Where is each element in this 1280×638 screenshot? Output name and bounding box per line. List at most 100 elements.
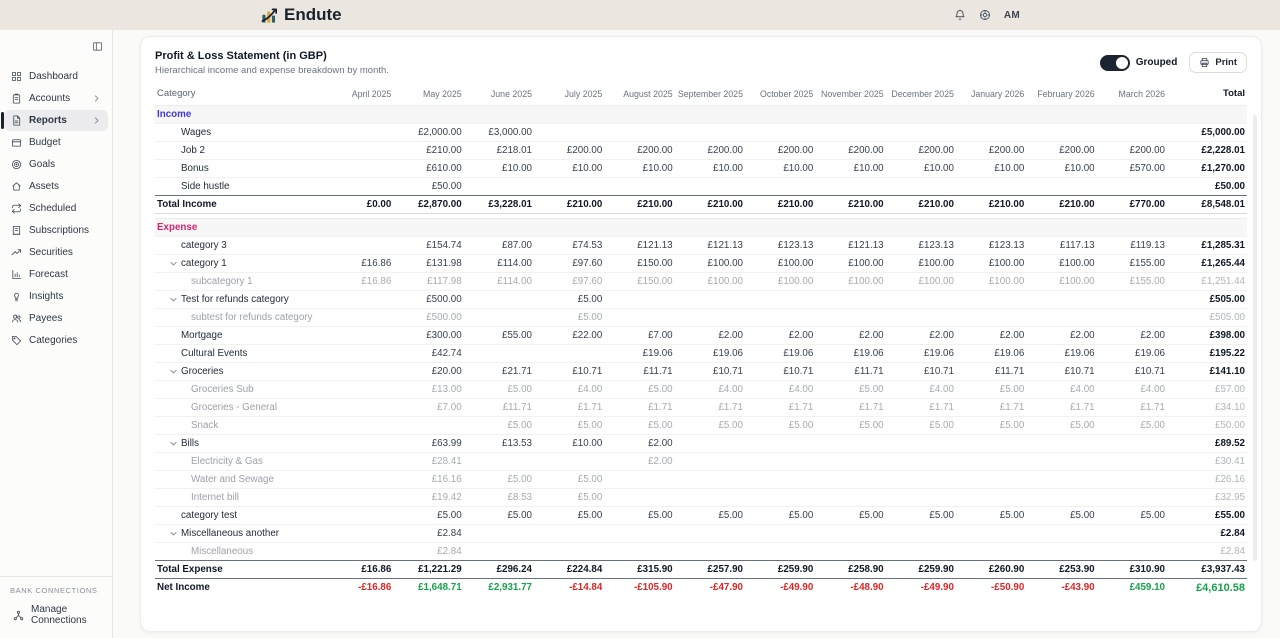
sidebar-item-scheduled[interactable]: Scheduled	[4, 198, 108, 219]
scrollbar[interactable]	[1253, 115, 1257, 561]
value-cell: £5.00	[604, 506, 675, 525]
column-header-month: May 2025	[423, 88, 462, 99]
value-cell: £10.00	[815, 159, 886, 178]
table-row[interactable]: Internet bill £19.42 £8.53 £5.00 £32.95	[155, 488, 1247, 507]
value-cell	[674, 123, 745, 142]
grouped-toggle[interactable]: Grouped	[1099, 54, 1177, 71]
sidebar-item-categories[interactable]: Categories	[4, 330, 108, 351]
sidebar-item-budget[interactable]: Budget	[4, 132, 108, 153]
sidebar-item-reports[interactable]: Reports	[1, 110, 108, 131]
sidebar-item-label: Accounts	[29, 93, 71, 104]
sidebar-item-accounts[interactable]: Accounts	[4, 88, 108, 109]
column-header-month: September 2025	[677, 88, 743, 99]
table-row[interactable]: category 3 £154.74 £87.00 £74.53 £121.13 £121…	[155, 236, 1247, 255]
value-cell: £100.00	[815, 272, 886, 291]
sidebar-item-label: Reports	[29, 115, 67, 126]
table-row[interactable]: Snack £5.00 £5.00 £5.00 £5.00 £5.00 £5.00 £5.00…	[155, 416, 1247, 435]
app-logo[interactable]: Endute	[260, 5, 342, 25]
value-cell	[815, 488, 886, 507]
sidebar-item-label: Budget	[29, 137, 61, 148]
sidebar-item-insights[interactable]: Insights	[4, 286, 108, 307]
empty-cell	[955, 105, 1027, 124]
value-cell: £2.00	[1026, 326, 1097, 345]
sidebar-collapse-icon[interactable]	[92, 39, 103, 57]
value-cell	[744, 524, 816, 543]
table-row[interactable]: Bonus £610.00 £10.00 £10.00 £10.00 £10.00 £10.…	[155, 159, 1247, 178]
sidebar-item-forecast[interactable]: Forecast	[4, 264, 108, 285]
value-cell: £5.00	[533, 506, 605, 525]
value-cell: £19.06	[1026, 344, 1097, 363]
value-cell	[323, 177, 394, 196]
accounts-icon	[11, 93, 22, 104]
app-name: Endute	[284, 5, 342, 24]
table-row[interactable]: subtest for refunds category £500.00 £5.00…	[155, 308, 1247, 327]
table-row[interactable]: Miscellaneous £2.84 £2.84	[155, 542, 1247, 561]
table-row[interactable]: Cultural Events £42.74 £19.06 £19.06 £19.06 £…	[155, 344, 1247, 363]
value-cell: £123.13	[744, 236, 816, 255]
network-icon	[13, 610, 24, 621]
notifications-bell-icon[interactable]	[954, 9, 966, 21]
value-cell: £4.00	[533, 380, 605, 399]
value-cell: £300.00	[393, 326, 464, 345]
sidebar-item-label: Securities	[29, 247, 73, 258]
table-row[interactable]: subcategory 1 £16.86 £117.98 £114.00 £97.60 £…	[155, 272, 1247, 291]
table-row[interactable]: Job 2 £210.00 £218.01 £200.00 £200.00 £200.00…	[155, 141, 1247, 160]
sidebar-item-dashboard[interactable]: Dashboard	[4, 66, 108, 87]
value-cell	[674, 488, 745, 507]
settings-icon[interactable]	[979, 9, 991, 21]
value-cell: £16.86	[323, 560, 394, 579]
table-row[interactable]: Miscellaneous another £2.84 £2.84	[155, 524, 1247, 543]
table-row[interactable]: Groceries - General £7.00 £11.71 £1.71 £1.71…	[155, 398, 1247, 417]
toggle-switch[interactable]	[1099, 54, 1130, 71]
table-row[interactable]: Bills £63.99 £13.53 £10.00 £2.00 £89.52	[155, 434, 1247, 453]
value-cell	[1026, 542, 1097, 561]
value-cell: £10.00	[674, 159, 745, 178]
sidebar-item-securities[interactable]: Securities	[4, 242, 108, 263]
chevron-down-icon[interactable]	[169, 439, 179, 448]
chevron-down-icon[interactable]	[169, 529, 179, 538]
value-cell	[463, 177, 534, 196]
value-cell: £5.00	[885, 506, 956, 525]
value-cell: £200.00	[674, 141, 745, 160]
value-cell: £10.71	[744, 362, 816, 381]
table-row[interactable]: Groceries £20.00 £21.71 £10.71 £11.71 £10.71 £…	[155, 362, 1247, 381]
sidebar-item-goals[interactable]: Goals	[4, 154, 108, 175]
table-row[interactable]: category test £5.00 £5.00 £5.00 £5.00 £5.00 £5…	[155, 506, 1247, 525]
table-row[interactable]: Wages £2,000.00 £3,000.00 £5,000.00	[155, 123, 1247, 142]
chevron-down-icon[interactable]	[169, 367, 179, 376]
value-cell	[815, 290, 886, 309]
value-cell	[815, 542, 886, 561]
total-cell: £50.00	[1167, 177, 1247, 196]
manage-connections-button[interactable]: Manage Connections	[0, 604, 112, 626]
print-button[interactable]: Print	[1189, 52, 1247, 73]
table-row[interactable]: Electricity & Gas £28.41 £2.00 £30.41	[155, 452, 1247, 471]
table-row[interactable]: category 1 £16.86 £131.98 £114.00 £97.60 £150…	[155, 254, 1247, 273]
chevron-down-icon[interactable]	[169, 295, 179, 304]
user-menu[interactable]: AM	[1003, 9, 1020, 21]
value-cell	[674, 524, 745, 543]
category-cell: category 3	[155, 236, 323, 255]
value-cell: £4.00	[744, 380, 816, 399]
sidebar-item-assets[interactable]: Assets	[4, 176, 108, 197]
value-cell: £100.00	[955, 272, 1027, 291]
sidebar-item-subscriptions[interactable]: Subscriptions	[4, 220, 108, 241]
column-header-month: July 2025	[564, 88, 603, 99]
sidebar-item-label: Insights	[29, 291, 64, 302]
table-row[interactable]: Test for refunds category £500.00 £5.00 £50…	[155, 290, 1247, 309]
total-cell: £55.00	[1167, 506, 1247, 525]
value-cell	[323, 416, 394, 435]
section-header-income: Income	[155, 105, 1247, 124]
value-cell	[463, 290, 534, 309]
chevron-down-icon[interactable]	[169, 259, 179, 268]
table-row[interactable]: Side hustle £50.00 £50.00	[155, 177, 1247, 196]
row-label: Bills	[181, 438, 199, 449]
table-row[interactable]: Water and Sewage £16.16 £5.00 £5.00 £26.16	[155, 470, 1247, 489]
sidebar-item-payees[interactable]: Payees	[4, 308, 108, 329]
row-label: Bonus	[181, 163, 209, 174]
value-cell: £100.00	[674, 272, 745, 291]
value-cell: £4.00	[674, 380, 745, 399]
table-row[interactable]: Mortgage £300.00 £55.00 £22.00 £7.00 £2.00 £2.…	[155, 326, 1247, 345]
value-cell	[674, 452, 745, 471]
table-row[interactable]: Groceries Sub £13.00 £5.00 £4.00 £5.00 £4.00 £…	[155, 380, 1247, 399]
value-cell	[955, 434, 1027, 453]
